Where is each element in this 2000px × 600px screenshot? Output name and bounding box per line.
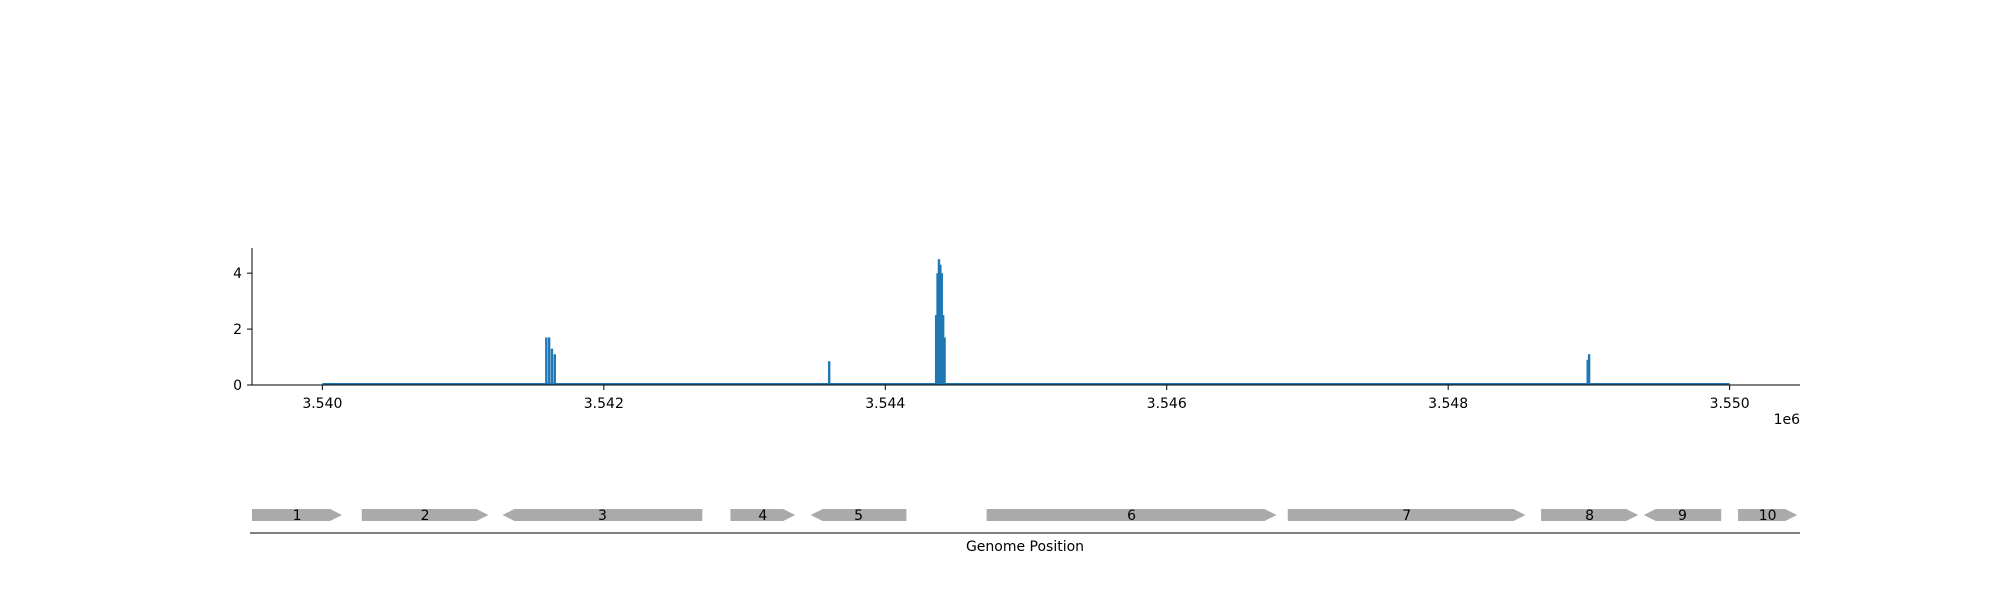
- gene-label: 10: [1759, 508, 1777, 524]
- coverage-peak: [545, 337, 548, 385]
- gene-arrow: [502, 509, 703, 521]
- gene-label: 8: [1585, 508, 1594, 524]
- coverage-peak: [940, 273, 943, 385]
- x-tick-label: 3.542: [584, 396, 624, 412]
- coverage-peak: [547, 337, 551, 385]
- coverage-peak: [1586, 359, 1589, 385]
- gene-arrow: [810, 509, 907, 521]
- gene-track-panel: 1 2 3 4 5 6 7 8 9 10 Genome Position: [250, 508, 1800, 555]
- gene-arrow: [986, 509, 1277, 521]
- gene-track-xlabel: Genome Position: [966, 539, 1084, 555]
- x-tick-label: 3.540: [302, 396, 342, 412]
- coverage-peak: [943, 337, 946, 385]
- coverage-peak: [550, 348, 554, 385]
- coverage-panel: 3.540 3.542 3.544 3.546 3.548 3.550 0 2 4 1e6: [233, 248, 1800, 428]
- coverage-peak: [827, 361, 831, 385]
- gene-label: 6: [1127, 508, 1136, 524]
- gene-label: 2: [421, 508, 430, 524]
- x-ticks: 3.540 3.542 3.544 3.546 3.548 3.550: [302, 385, 1750, 412]
- gene-arrow: [1541, 509, 1639, 521]
- coverage-peak: [553, 354, 556, 385]
- coverage-peaks: [545, 259, 1591, 385]
- gene-label: 4: [758, 508, 767, 524]
- gene-arrow: [1738, 509, 1798, 521]
- x-tick-label: 3.550: [1710, 396, 1750, 412]
- gene-arrow: [1643, 509, 1722, 521]
- gene-arrow: [1287, 509, 1526, 521]
- gene-arrow: [361, 509, 489, 521]
- y-tick-label: 4: [233, 266, 242, 282]
- gene-arrow: [252, 509, 343, 521]
- gene-arrows: 1 2 3 4 5 6 7 8 9 10: [252, 508, 1798, 524]
- coverage-peak: [1587, 354, 1591, 385]
- y-ticks: 0 2 4: [233, 266, 252, 394]
- gene-label: 3: [598, 508, 607, 524]
- coverage-peak: [937, 259, 941, 385]
- y-tick-label: 0: [233, 378, 242, 394]
- coverage-peak: [941, 315, 945, 385]
- x-offset-label: 1e6: [1774, 412, 1801, 428]
- x-tick-label: 3.548: [1428, 396, 1468, 412]
- gene-label: 1: [293, 508, 302, 524]
- x-tick-label: 3.546: [1147, 396, 1187, 412]
- coverage-peak: [936, 273, 939, 385]
- coverage-peak: [939, 264, 942, 385]
- gene-arrow: [730, 509, 796, 521]
- y-tick-label: 2: [233, 322, 242, 338]
- gene-label: 5: [854, 508, 863, 524]
- gene-label: 7: [1402, 508, 1411, 524]
- coverage-peak: [934, 315, 938, 385]
- x-tick-label: 3.544: [865, 396, 905, 412]
- gene-label: 9: [1678, 508, 1687, 524]
